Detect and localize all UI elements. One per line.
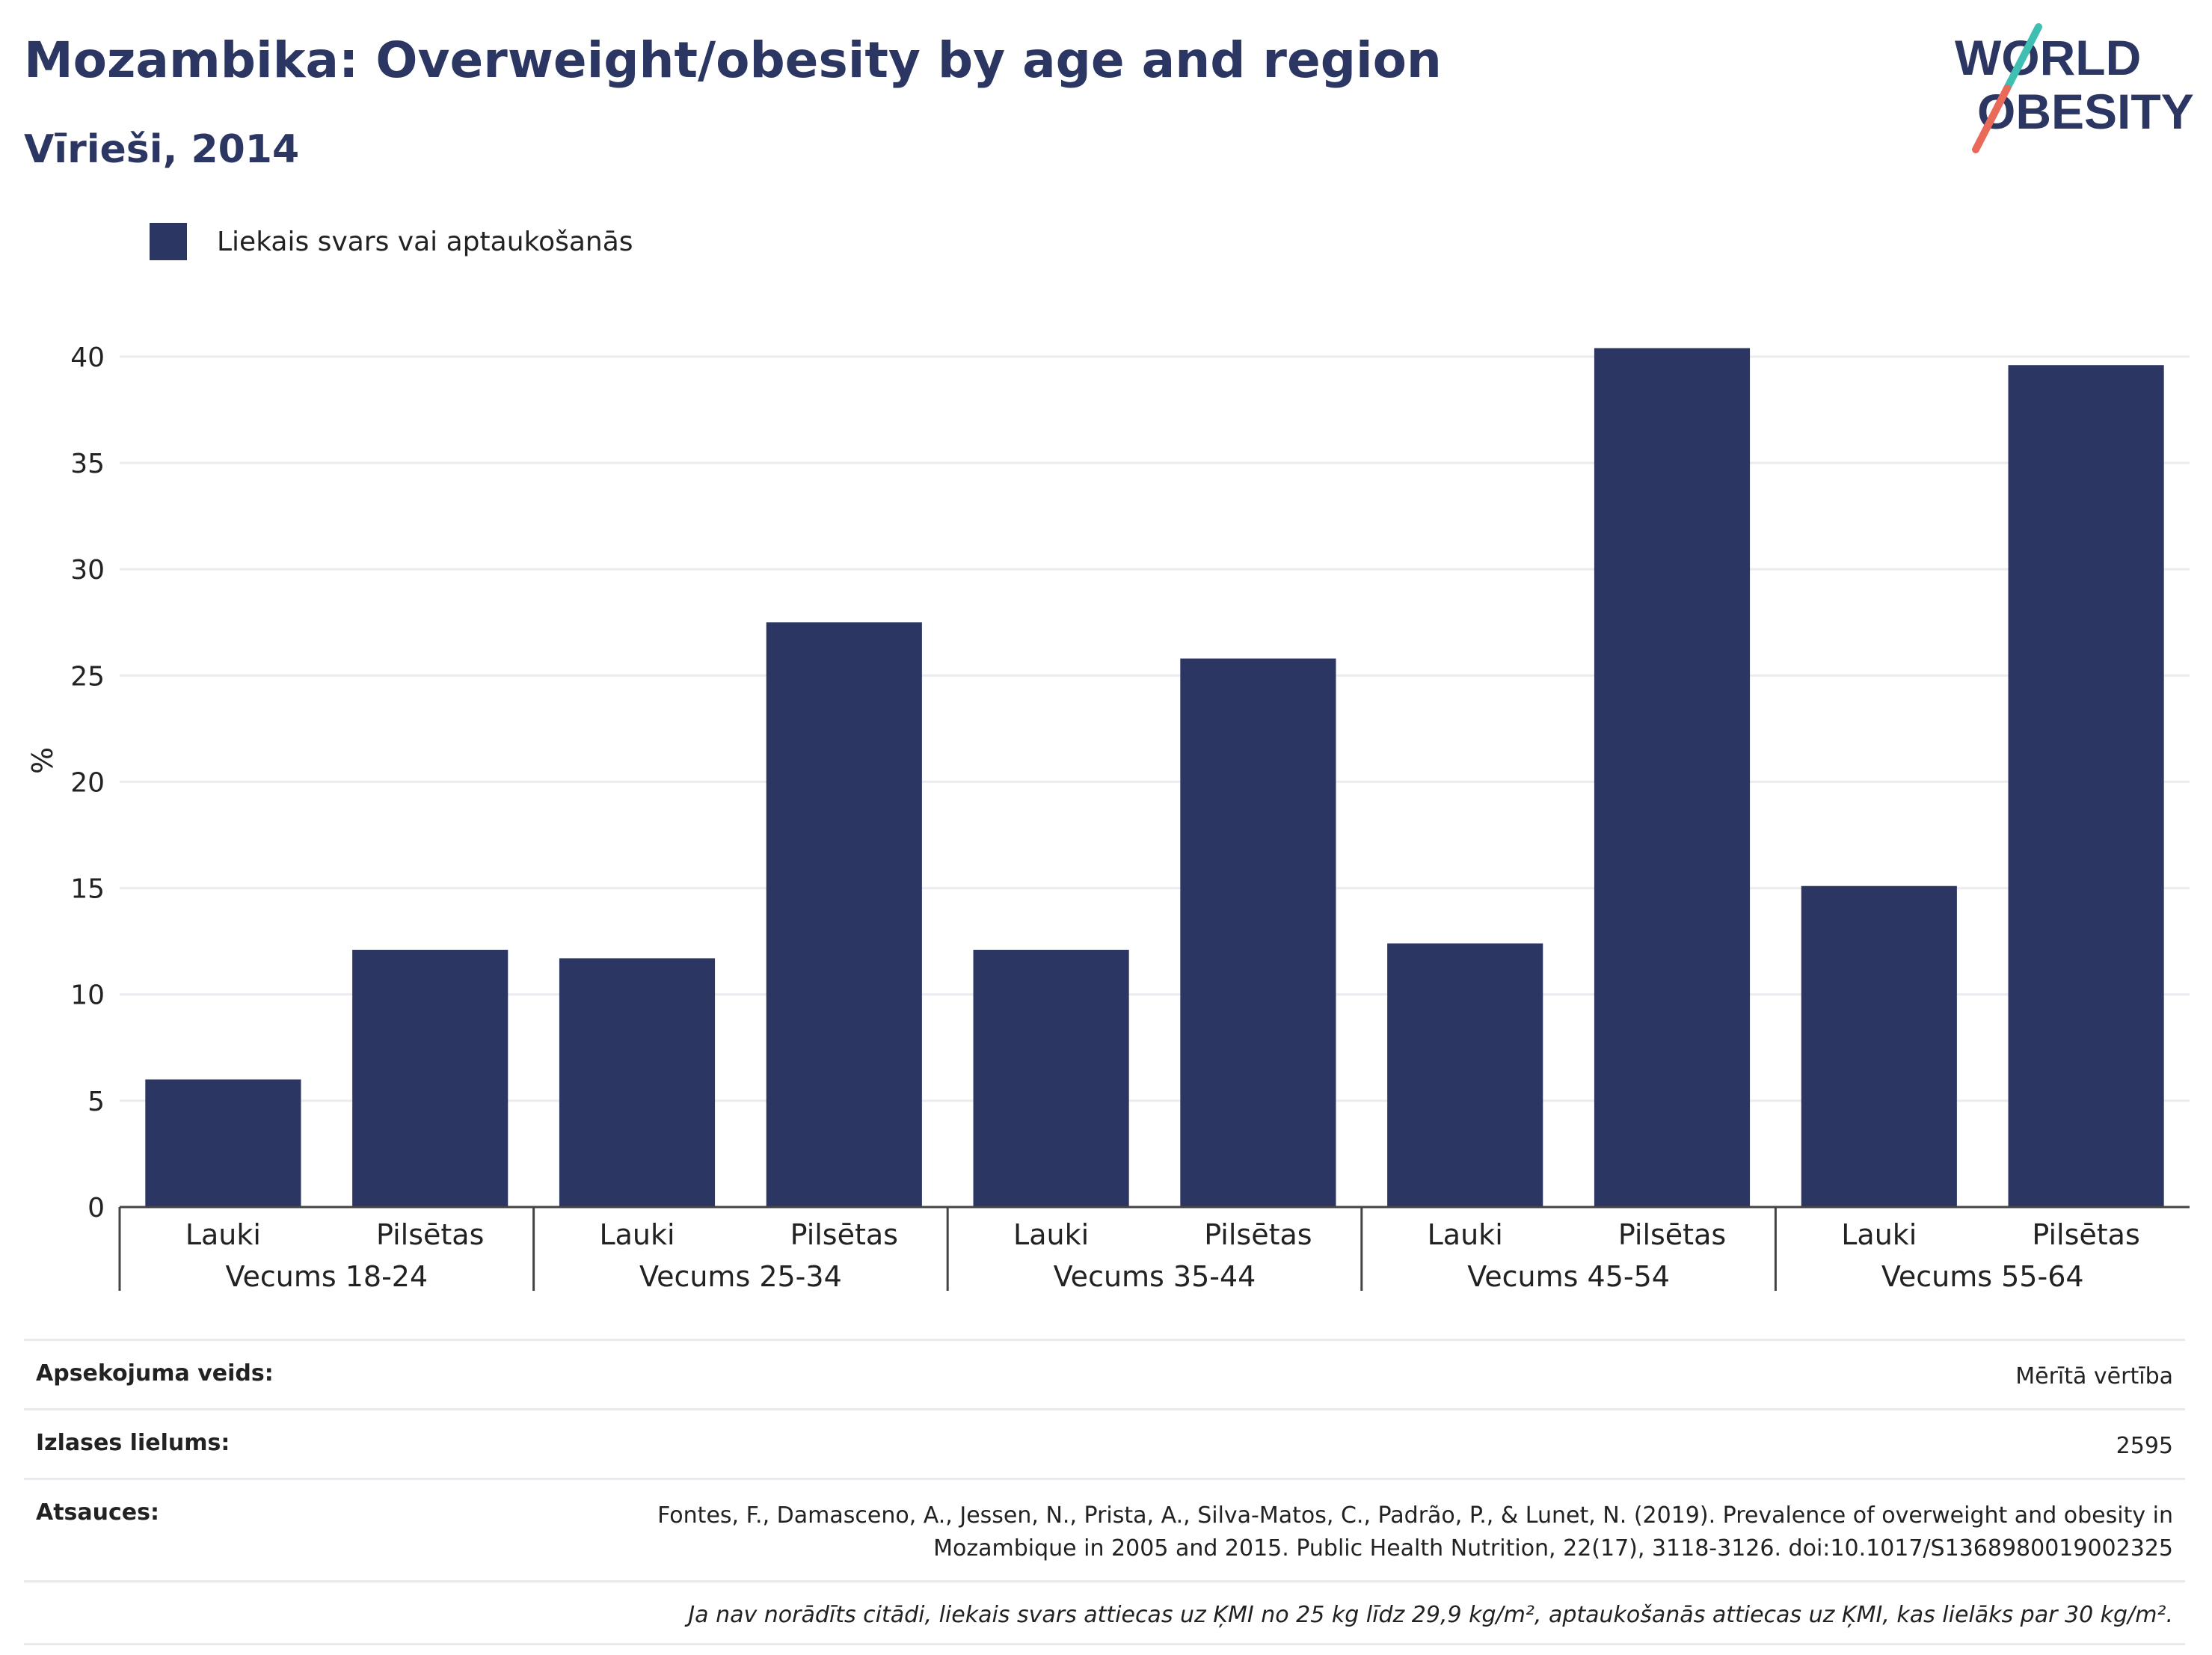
survey-type-label: Apsekojuma veids: <box>36 1360 274 1387</box>
bar <box>352 950 509 1207</box>
x-category-label: Lauki <box>1841 1218 1917 1251</box>
info-row-references: Atsauces: Fontes, F., Damasceno, A., Jes… <box>24 1478 2185 1580</box>
y-tick-label: 30 <box>70 555 105 586</box>
references-value: Fontes, F., Damasceno, A., Jessen, N., P… <box>657 1499 2173 1565</box>
bar-chart: 0 5 10 15 20 25 30 35 40% Lauki Pilsētas Vecums 18-… <box>26 343 2190 1293</box>
logo-line-2: OBESITY <box>1977 84 2194 139</box>
sample-size-label: Izlases lielums: <box>36 1430 230 1456</box>
references-line-1: Fontes, F., Damasceno, A., Jessen, N., P… <box>657 1502 2173 1529</box>
info-row-survey-type: Apsekojuma veids: Mērītā vērtība <box>24 1339 2185 1408</box>
y-tick-label: 25 <box>70 661 105 692</box>
y-axis-label: % <box>26 747 59 774</box>
x-group-label: Vecums 45-54 <box>1467 1260 1670 1293</box>
bar <box>1387 943 1543 1207</box>
x-category-label: Lauki <box>599 1218 675 1251</box>
x-category-label: Pilsētas <box>376 1218 484 1251</box>
x-group-label: Vecums 18-24 <box>225 1260 428 1293</box>
x-category-label: Pilsētas <box>1618 1218 1726 1251</box>
bar <box>1594 348 1751 1207</box>
y-tick-label: 10 <box>70 980 105 1011</box>
sample-size-value: 2595 <box>2116 1433 2173 1459</box>
y-tick-label: 15 <box>70 874 105 905</box>
legend-label: Liekais svars vai aptaukošanās <box>217 226 633 257</box>
chart-title: Mozambika: Overweight/obesity by age and… <box>24 31 1442 89</box>
survey-type-value: Mērītā vērtība <box>2015 1363 2173 1390</box>
bar <box>2008 365 2164 1208</box>
legend: Liekais svars vai aptaukošanās <box>150 223 633 260</box>
y-tick-label: 20 <box>70 767 105 798</box>
y-tick-label: 5 <box>87 1087 105 1117</box>
x-group-label: Vecums 25-34 <box>639 1260 842 1293</box>
x-category-label: Pilsētas <box>790 1218 898 1251</box>
x-group-label: Vecums 35-44 <box>1054 1260 1256 1293</box>
x-category-label: Lauki <box>1428 1218 1503 1251</box>
references-line-2: Mozambique in 2005 and 2015. Public Heal… <box>933 1535 2173 1562</box>
y-tick-label: 35 <box>70 449 105 479</box>
bar <box>973 950 1129 1207</box>
bar <box>145 1079 301 1207</box>
info-row-sample-size: Izlases lielums: 2595 <box>24 1408 2185 1478</box>
info-table: Apsekojuma veids: Mērītā vērtība Izlases… <box>24 1339 2185 1645</box>
x-category-label: Lauki <box>1013 1218 1089 1251</box>
bar <box>559 958 716 1207</box>
info-row-note: Ja nav norādīts citādi, liekais svars at… <box>24 1580 2185 1645</box>
x-group-label: Vecums 55-64 <box>1881 1260 2084 1293</box>
bar <box>766 622 922 1207</box>
y-tick-label: 0 <box>87 1193 105 1223</box>
x-category-label: Pilsētas <box>2032 1218 2139 1251</box>
x-category-label: Pilsētas <box>1204 1218 1312 1251</box>
legend-swatch <box>150 223 187 260</box>
definition-note: Ja nav norādīts citādi, liekais svars at… <box>688 1602 2173 1628</box>
x-category-label: Lauki <box>185 1218 261 1251</box>
references-label: Atsauces: <box>36 1499 159 1526</box>
chart-subtitle: Vīrieši, 2014 <box>24 127 300 172</box>
bar <box>1180 658 1336 1207</box>
bar <box>1801 885 1957 1207</box>
y-tick-label: 40 <box>70 343 105 373</box>
logo-line-1: WORLD <box>1955 30 2141 85</box>
world-obesity-logo: WORLD OBESITY <box>1955 23 2194 153</box>
